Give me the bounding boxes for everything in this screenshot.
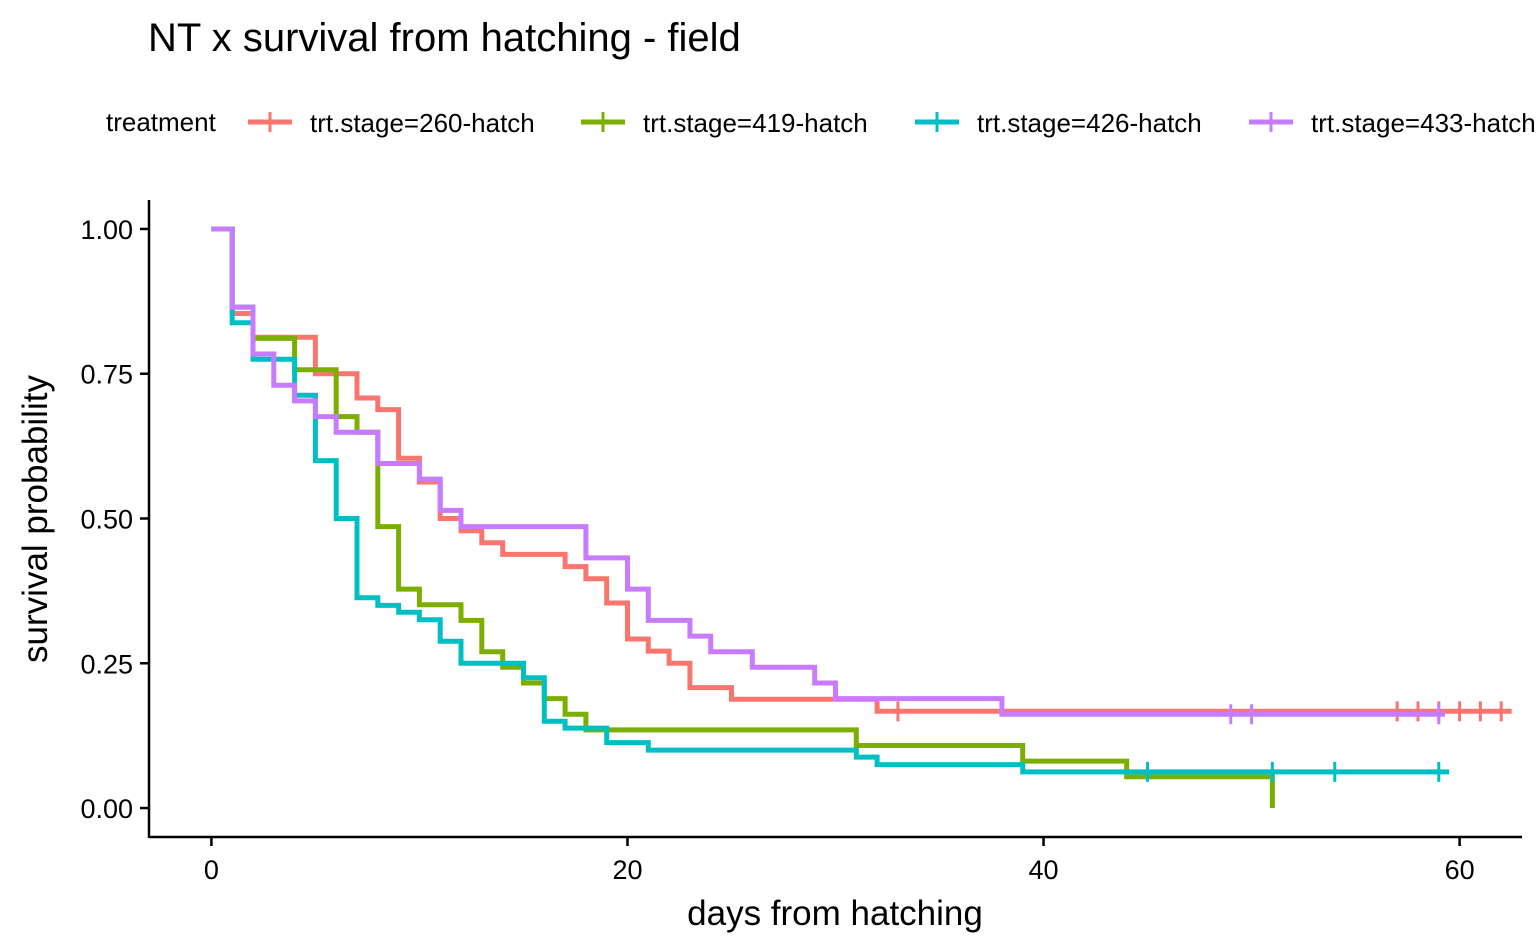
axes: 0 20 40 60 0.00 0.25 0.50 0.75 1.00 [80,200,1522,885]
y-tick-label: 0.75 [80,360,133,390]
legend-label: trt.stage=419-hatch [643,108,868,138]
legend-label: trt.stage=426-hatch [977,108,1202,138]
survival-curve [211,226,1512,714]
y-tick-label: 0.25 [80,649,133,679]
survival-curve [211,226,1275,808]
legend-title: treatment [106,107,217,137]
chart-title: NT x survival from hatching - field [148,16,741,60]
x-tick-label: 0 [204,855,219,885]
x-tick-label: 40 [1029,855,1059,885]
x-tick-label: 20 [612,855,642,885]
x-axis-label: days from hatching [687,894,983,933]
plot-area [211,226,1512,808]
y-tick-label: 1.00 [80,215,133,245]
legend: treatment trt.stage=260-hatch trt.stage=4… [106,107,1536,138]
x-tick-label: 60 [1445,855,1475,885]
survival-curve [211,226,1445,717]
y-tick-label: 0.50 [80,505,133,535]
legend-label: trt.stage=260-hatch [310,108,535,138]
legend-label: trt.stage=433-hatch [1311,108,1536,138]
y-tick-label: 0.00 [80,794,133,824]
y-axis-label: survival probability [16,375,55,663]
survival-curve [211,226,1450,775]
